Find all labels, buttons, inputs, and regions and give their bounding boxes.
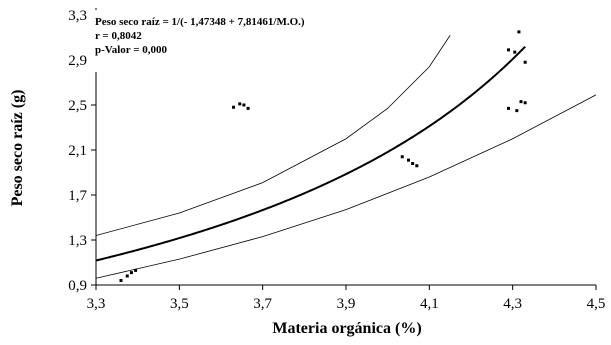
data-point — [407, 158, 410, 162]
data-point — [523, 101, 527, 105]
data-point — [411, 162, 415, 165]
data-point — [129, 271, 133, 275]
x-tick-label: 3,7 — [253, 296, 272, 312]
x-tick-label: 3,3 — [87, 296, 106, 312]
data-point — [513, 50, 517, 54]
r-annotation: r = 0,8042 — [95, 30, 142, 42]
data-point — [517, 30, 521, 34]
axes: 3,3 3,5 3,7 3,9 4,1 4,3 4,5 0,9 1,3 1,7 2,1 2,5 2,9 3… — [68, 8, 605, 312]
data-point — [242, 103, 246, 107]
x-tick-label: 4,3 — [503, 296, 522, 312]
plot-area — [96, 30, 597, 282]
y-tick-label: 2,9 — [68, 53, 87, 69]
data-point — [119, 279, 123, 282]
x-axis-title: Materia orgánica (%) — [272, 320, 421, 337]
equation-annotation: Peso seco raíz = 1/(- 1,47348 + 7,81461/… — [95, 16, 305, 28]
p-value-annotation: p-Valor = 0,000 — [95, 44, 167, 56]
data-point — [125, 274, 129, 278]
y-tick-label: 3,3 — [68, 8, 87, 24]
data-point — [400, 155, 404, 159]
data-point — [507, 48, 510, 52]
y-tick-label: 2,5 — [68, 98, 87, 114]
data-point — [519, 100, 523, 104]
data-point — [515, 109, 519, 113]
y-tick-label: 1,3 — [68, 233, 87, 249]
data-point — [246, 106, 250, 110]
data-point — [523, 60, 527, 64]
data-point — [232, 105, 235, 109]
data-point — [134, 268, 138, 272]
y-tick-label: 1,7 — [68, 188, 87, 204]
lower-confidence-band — [96, 94, 597, 279]
y-tick-label: 0,9 — [68, 278, 87, 294]
x-tick-label: 4,5 — [587, 296, 606, 312]
fit-curve — [96, 45, 526, 262]
y-tick-label: 2,1 — [68, 143, 87, 159]
x-tick-label: 4,1 — [420, 296, 439, 312]
upper-confidence-band — [96, 35, 451, 236]
data-point — [415, 164, 419, 168]
data-point — [238, 102, 242, 106]
x-tick-label: 3,9 — [337, 296, 356, 312]
x-tick-label: 3,5 — [170, 296, 189, 312]
annotation-box — [91, 10, 323, 72]
data-point — [507, 106, 510, 110]
y-axis-title: Peso seco raíz (g) — [9, 90, 26, 207]
